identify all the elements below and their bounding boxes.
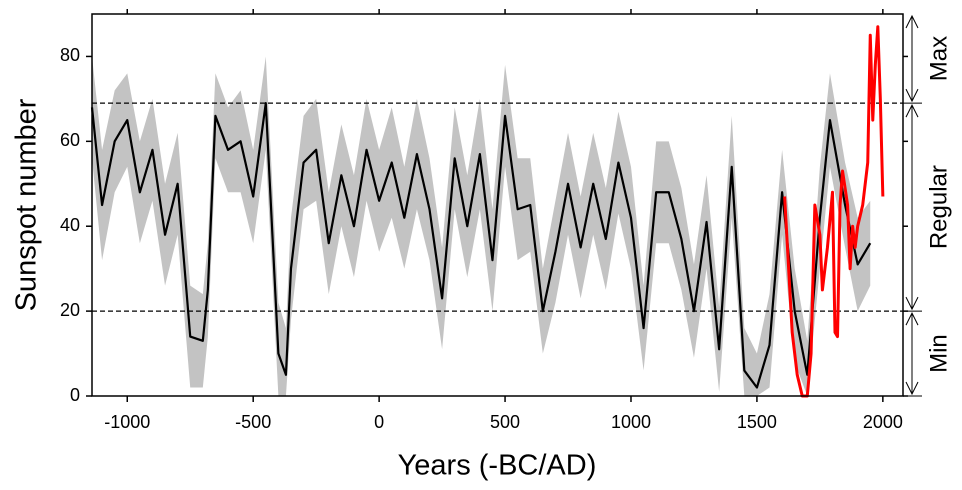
range-label: Min: [925, 334, 952, 373]
data-line: [783, 25, 885, 398]
x-tick-label: 1500: [737, 412, 777, 432]
x-tick-label: -1000: [104, 412, 150, 432]
y-tick-label: 0: [70, 385, 80, 405]
y-tick-label: 80: [60, 45, 80, 65]
arrow-head: [905, 88, 919, 103]
uncertainty-band: [92, 56, 871, 396]
y-tick-label: 40: [60, 215, 80, 235]
range-label: Regular: [925, 165, 952, 249]
x-tick-label: 0: [374, 412, 384, 432]
x-tick-label: 500: [490, 412, 520, 432]
data-line: [90, 102, 872, 389]
arrow-head: [905, 311, 919, 326]
y-tick-label: 60: [60, 130, 80, 150]
range-label: Max: [925, 36, 952, 81]
x-tick-label: 2000: [863, 412, 903, 432]
arrow-head: [905, 104, 919, 118]
y-axis-title: Sunspot number: [11, 98, 43, 311]
arrow-head: [905, 381, 919, 396]
plot-frame: [91, 13, 904, 397]
x-tick-label: 1000: [611, 412, 651, 432]
arrow-head: [905, 14, 919, 29]
arrow-head: [905, 296, 919, 311]
y-tick-label: 20: [60, 300, 80, 320]
x-tick-label: -500: [235, 412, 271, 432]
x-axis-title: Years (-BC/AD): [398, 450, 597, 482]
